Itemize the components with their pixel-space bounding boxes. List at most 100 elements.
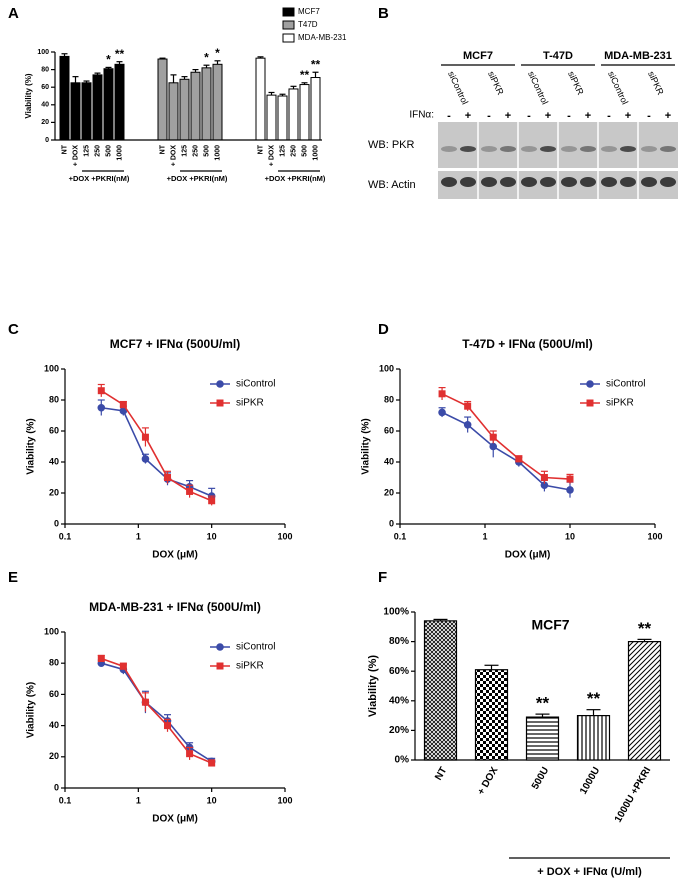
- marker: [97, 387, 105, 395]
- marker: [216, 662, 224, 670]
- chart-title: MCF7: [531, 617, 569, 633]
- marker: [216, 380, 224, 388]
- bar: [474, 669, 509, 761]
- marker: [489, 442, 498, 451]
- x-tick-label: 1000: [214, 145, 221, 161]
- treatment-sign: +: [545, 110, 551, 122]
- bar: [310, 77, 321, 141]
- blot-band: [620, 146, 636, 152]
- bar: [179, 78, 190, 141]
- y-tick-label: 80: [49, 394, 59, 404]
- legend-label: siControl: [236, 642, 275, 653]
- blot-band: [660, 146, 676, 152]
- x-tick-label: 1000U +PKRI: [613, 765, 654, 824]
- legend-label: MCF7: [298, 7, 320, 16]
- y-tick-label: 100%: [383, 607, 409, 618]
- bar: [114, 63, 125, 141]
- panel-label: F: [378, 569, 387, 586]
- error-bar: [484, 664, 499, 670]
- treatment-label: IFNα:: [409, 110, 434, 121]
- marker: [438, 408, 446, 417]
- lane-label: siControl: [446, 70, 470, 106]
- y-tick-label: 100: [44, 363, 59, 373]
- blot-band: [601, 177, 617, 187]
- bar: [92, 74, 103, 141]
- x-tick-label: 1: [136, 531, 141, 541]
- x-tick-label: 100: [277, 531, 292, 541]
- y-tick-label: 80: [384, 394, 394, 404]
- y-tick-label: 100: [37, 49, 49, 56]
- y-tick-label: 20: [384, 487, 394, 497]
- bar: [190, 71, 201, 141]
- blot-band: [460, 177, 476, 187]
- marker: [463, 421, 472, 429]
- marker: [186, 487, 194, 495]
- bar: [277, 95, 288, 141]
- marker: [208, 497, 216, 505]
- blot-band: [540, 146, 556, 152]
- treatment-sign: -: [567, 110, 571, 122]
- x-tick-label: 1: [482, 531, 487, 541]
- y-tick-label: 20%: [389, 725, 409, 736]
- treatment-sign: -: [647, 110, 651, 122]
- treatment-sign: -: [447, 110, 451, 122]
- legend-label: siPKR: [236, 661, 264, 672]
- line: [101, 662, 213, 763]
- marker: [489, 433, 497, 441]
- chart-title: MDA-MB-231 + IFNα (500U/ml): [89, 600, 261, 614]
- y-tick-label: 80: [41, 66, 49, 73]
- significance-label: **: [115, 47, 125, 61]
- marker: [97, 403, 106, 412]
- marker: [216, 643, 224, 651]
- marker: [540, 481, 549, 490]
- legend-label: siPKR: [606, 398, 634, 409]
- x-tick-label: 125: [83, 145, 90, 157]
- y-axis-title: Viability (%): [367, 655, 379, 717]
- y-axis-title: Viability (%): [26, 682, 37, 739]
- x-tick-label: 10: [565, 531, 575, 541]
- y-tick-label: 100: [379, 363, 394, 373]
- x-tick-label: 100: [647, 531, 662, 541]
- y-tick-label: 40: [384, 456, 394, 466]
- y-tick-label: 60: [384, 425, 394, 435]
- bar: [299, 84, 310, 141]
- x-tick-label: + DOX: [268, 145, 275, 167]
- marker: [119, 401, 127, 409]
- x-tick-label: 500: [105, 145, 112, 157]
- blot-band: [441, 177, 457, 187]
- error-bar: [170, 74, 177, 83]
- x-tick-label: 10: [207, 795, 217, 805]
- bar: [59, 55, 70, 141]
- treatment-sign: +: [465, 110, 471, 122]
- x-tick-label: 500: [203, 145, 210, 157]
- error-bar: [214, 60, 221, 65]
- treatment-sign: -: [487, 110, 491, 122]
- x-tick-label: 100: [277, 795, 292, 805]
- error-bar: [312, 71, 319, 78]
- bar: [576, 714, 611, 761]
- bar: [201, 67, 212, 141]
- y-tick-label: 40: [49, 456, 59, 466]
- x-tick-label: + DOX: [170, 145, 177, 167]
- x-axis-title: DOX (μM): [152, 550, 198, 561]
- marker: [515, 455, 523, 463]
- marker: [438, 390, 446, 398]
- significance-label: *: [204, 50, 209, 64]
- x-axis-title: DOX (μM): [505, 550, 551, 561]
- bar: [168, 82, 179, 141]
- bar: [70, 82, 81, 141]
- lane-label: siPKR: [646, 70, 666, 97]
- x-tick-label: 0.1: [394, 531, 407, 541]
- y-tick-label: 0: [54, 782, 59, 792]
- panel-label: B: [378, 5, 389, 22]
- chart-title: MCF7 + IFNα (500U/ml): [110, 337, 240, 351]
- marker: [141, 698, 149, 706]
- error-bar: [586, 709, 601, 716]
- blot-band: [580, 146, 596, 152]
- x-tick-label: 250: [192, 145, 199, 157]
- bar: [423, 620, 458, 761]
- treatment-sign: -: [527, 110, 531, 122]
- group-label: +DOX +PKRI(nM): [265, 174, 326, 183]
- x-tick-label: 250: [94, 145, 101, 157]
